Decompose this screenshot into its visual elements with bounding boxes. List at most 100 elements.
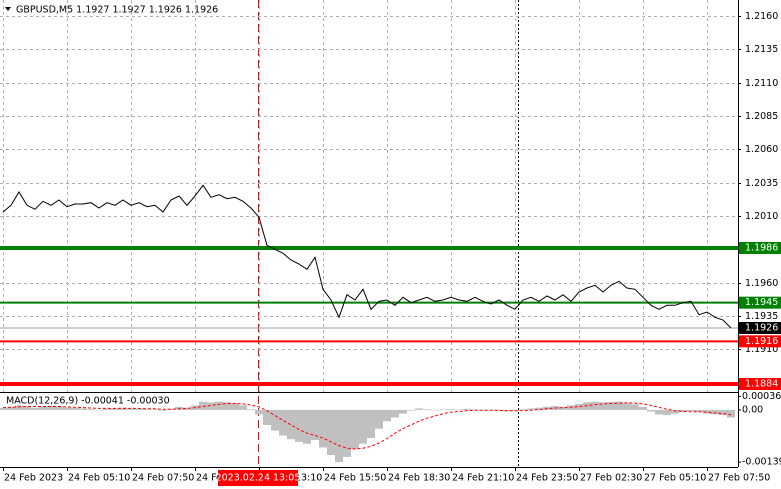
macd-bar [423, 409, 431, 410]
macd-bar [479, 409, 487, 411]
level-label-box [739, 378, 781, 390]
macd-bar [631, 404, 639, 410]
y-tick-label: 1.2085 [745, 111, 778, 122]
macd-bar [47, 406, 55, 410]
macd-bar [527, 408, 535, 410]
macd-bar [223, 402, 231, 410]
macd-bar [695, 409, 703, 413]
macd-bar [295, 409, 303, 442]
macd-bar [495, 409, 503, 411]
macd-bar [159, 409, 167, 411]
crosshair-label: 2023.02.24 13:05 [216, 473, 301, 484]
macd-bar [263, 409, 271, 425]
macd-bar [703, 409, 711, 414]
macd-bar [575, 403, 583, 410]
macd-bar [655, 409, 663, 415]
macd-bar [63, 407, 71, 410]
signal-line [2, 402, 732, 450]
macd-bar [79, 408, 87, 410]
macd-bar [679, 409, 687, 413]
macd-bar [351, 409, 359, 450]
macd-bar [279, 409, 287, 436]
macd-bar [439, 409, 447, 411]
macd-bar [607, 402, 615, 410]
x-tick-label: 24 Feb 15:50 [324, 473, 386, 484]
macd-bar [247, 409, 255, 410]
macd-bar [135, 408, 143, 410]
x-tick-label: 24 Feb 07:50 [132, 473, 194, 484]
chart-title: GBPUSD,M5 1.1927 1.1927 1.1926 1.1926 [16, 5, 218, 16]
y-tick-label: 1.1960 [745, 278, 778, 289]
macd-bar [359, 409, 367, 444]
macd-bar [271, 409, 279, 431]
macd-bar [399, 409, 407, 414]
macd-bar [303, 409, 311, 444]
level-label: 1.1916 [745, 336, 778, 347]
macd-bar [255, 409, 263, 415]
y-tick-label: 0.00036 [742, 391, 781, 402]
macd-bar [183, 407, 191, 410]
macd-bar [719, 409, 727, 416]
macd-bar [239, 405, 247, 410]
macd-bar [87, 409, 95, 410]
macd-bar [375, 409, 383, 429]
price-line [2, 184, 732, 329]
y-tick-label: 1.2160 [745, 11, 778, 22]
macd-bar [311, 409, 319, 440]
macd-bar [599, 402, 607, 410]
macd-bar [215, 401, 223, 410]
level-label: 1.1945 [745, 297, 778, 308]
last-price-box [739, 322, 781, 334]
macd-bar [447, 409, 455, 410]
macd-bar [71, 408, 79, 410]
macd-bar [39, 406, 47, 410]
macd-bar [343, 409, 351, 457]
macd-bar [103, 408, 111, 410]
x-tick-label: 27 Feb 05:10 [644, 473, 706, 484]
macd-bar [335, 409, 343, 463]
macd-bar [471, 409, 479, 411]
macd-bar [431, 409, 439, 411]
macd-bar [407, 409, 415, 411]
level-label-box [739, 296, 781, 309]
y-tick-label: 1.2035 [745, 178, 778, 189]
macd-bar [0, 408, 7, 410]
macd-bar [383, 409, 391, 422]
macd-bar [455, 409, 463, 411]
macd-bar [167, 408, 175, 410]
macd-bar [95, 409, 103, 411]
macd-bar [111, 408, 119, 410]
level-label-box [739, 242, 781, 254]
macd-bar [711, 409, 719, 415]
macd-bar [463, 408, 471, 410]
macd-bar [327, 409, 335, 455]
y-tick-label: 1.2010 [745, 211, 778, 222]
macd-bar [535, 407, 543, 410]
y-tick-label: 1.2060 [745, 144, 778, 155]
macd-bar [639, 406, 647, 410]
macd-bar [671, 409, 679, 414]
y-tick-label: 1.1910 [745, 344, 778, 355]
macd-bar [519, 409, 527, 410]
macd-bar [415, 408, 423, 410]
macd-bar [207, 402, 215, 410]
level-label: 1.1884 [745, 379, 778, 390]
last-price-label: 1.1926 [745, 323, 778, 334]
macd-bar [287, 409, 295, 440]
macd-bar [151, 409, 159, 411]
x-tick-label: 27 Feb 07:50 [708, 473, 770, 484]
level-label: 1.1986 [745, 243, 778, 254]
macd-bar [199, 401, 207, 410]
x-tick-label: 24 Feb 18:30 [388, 473, 450, 484]
macd-bar [663, 409, 671, 416]
macd-bar [127, 408, 135, 410]
macd-bar [143, 409, 151, 410]
x-tick-label: 24 Feb 21:10 [452, 473, 514, 484]
macd-bar [591, 401, 599, 410]
y-tick-label: 1.2110 [745, 78, 778, 89]
macd-bar [367, 409, 375, 439]
y-tick-label: -0.00139 [742, 457, 781, 468]
macd-bar [559, 406, 567, 410]
x-tick-label: 24 Feb 23:50 [516, 473, 578, 484]
